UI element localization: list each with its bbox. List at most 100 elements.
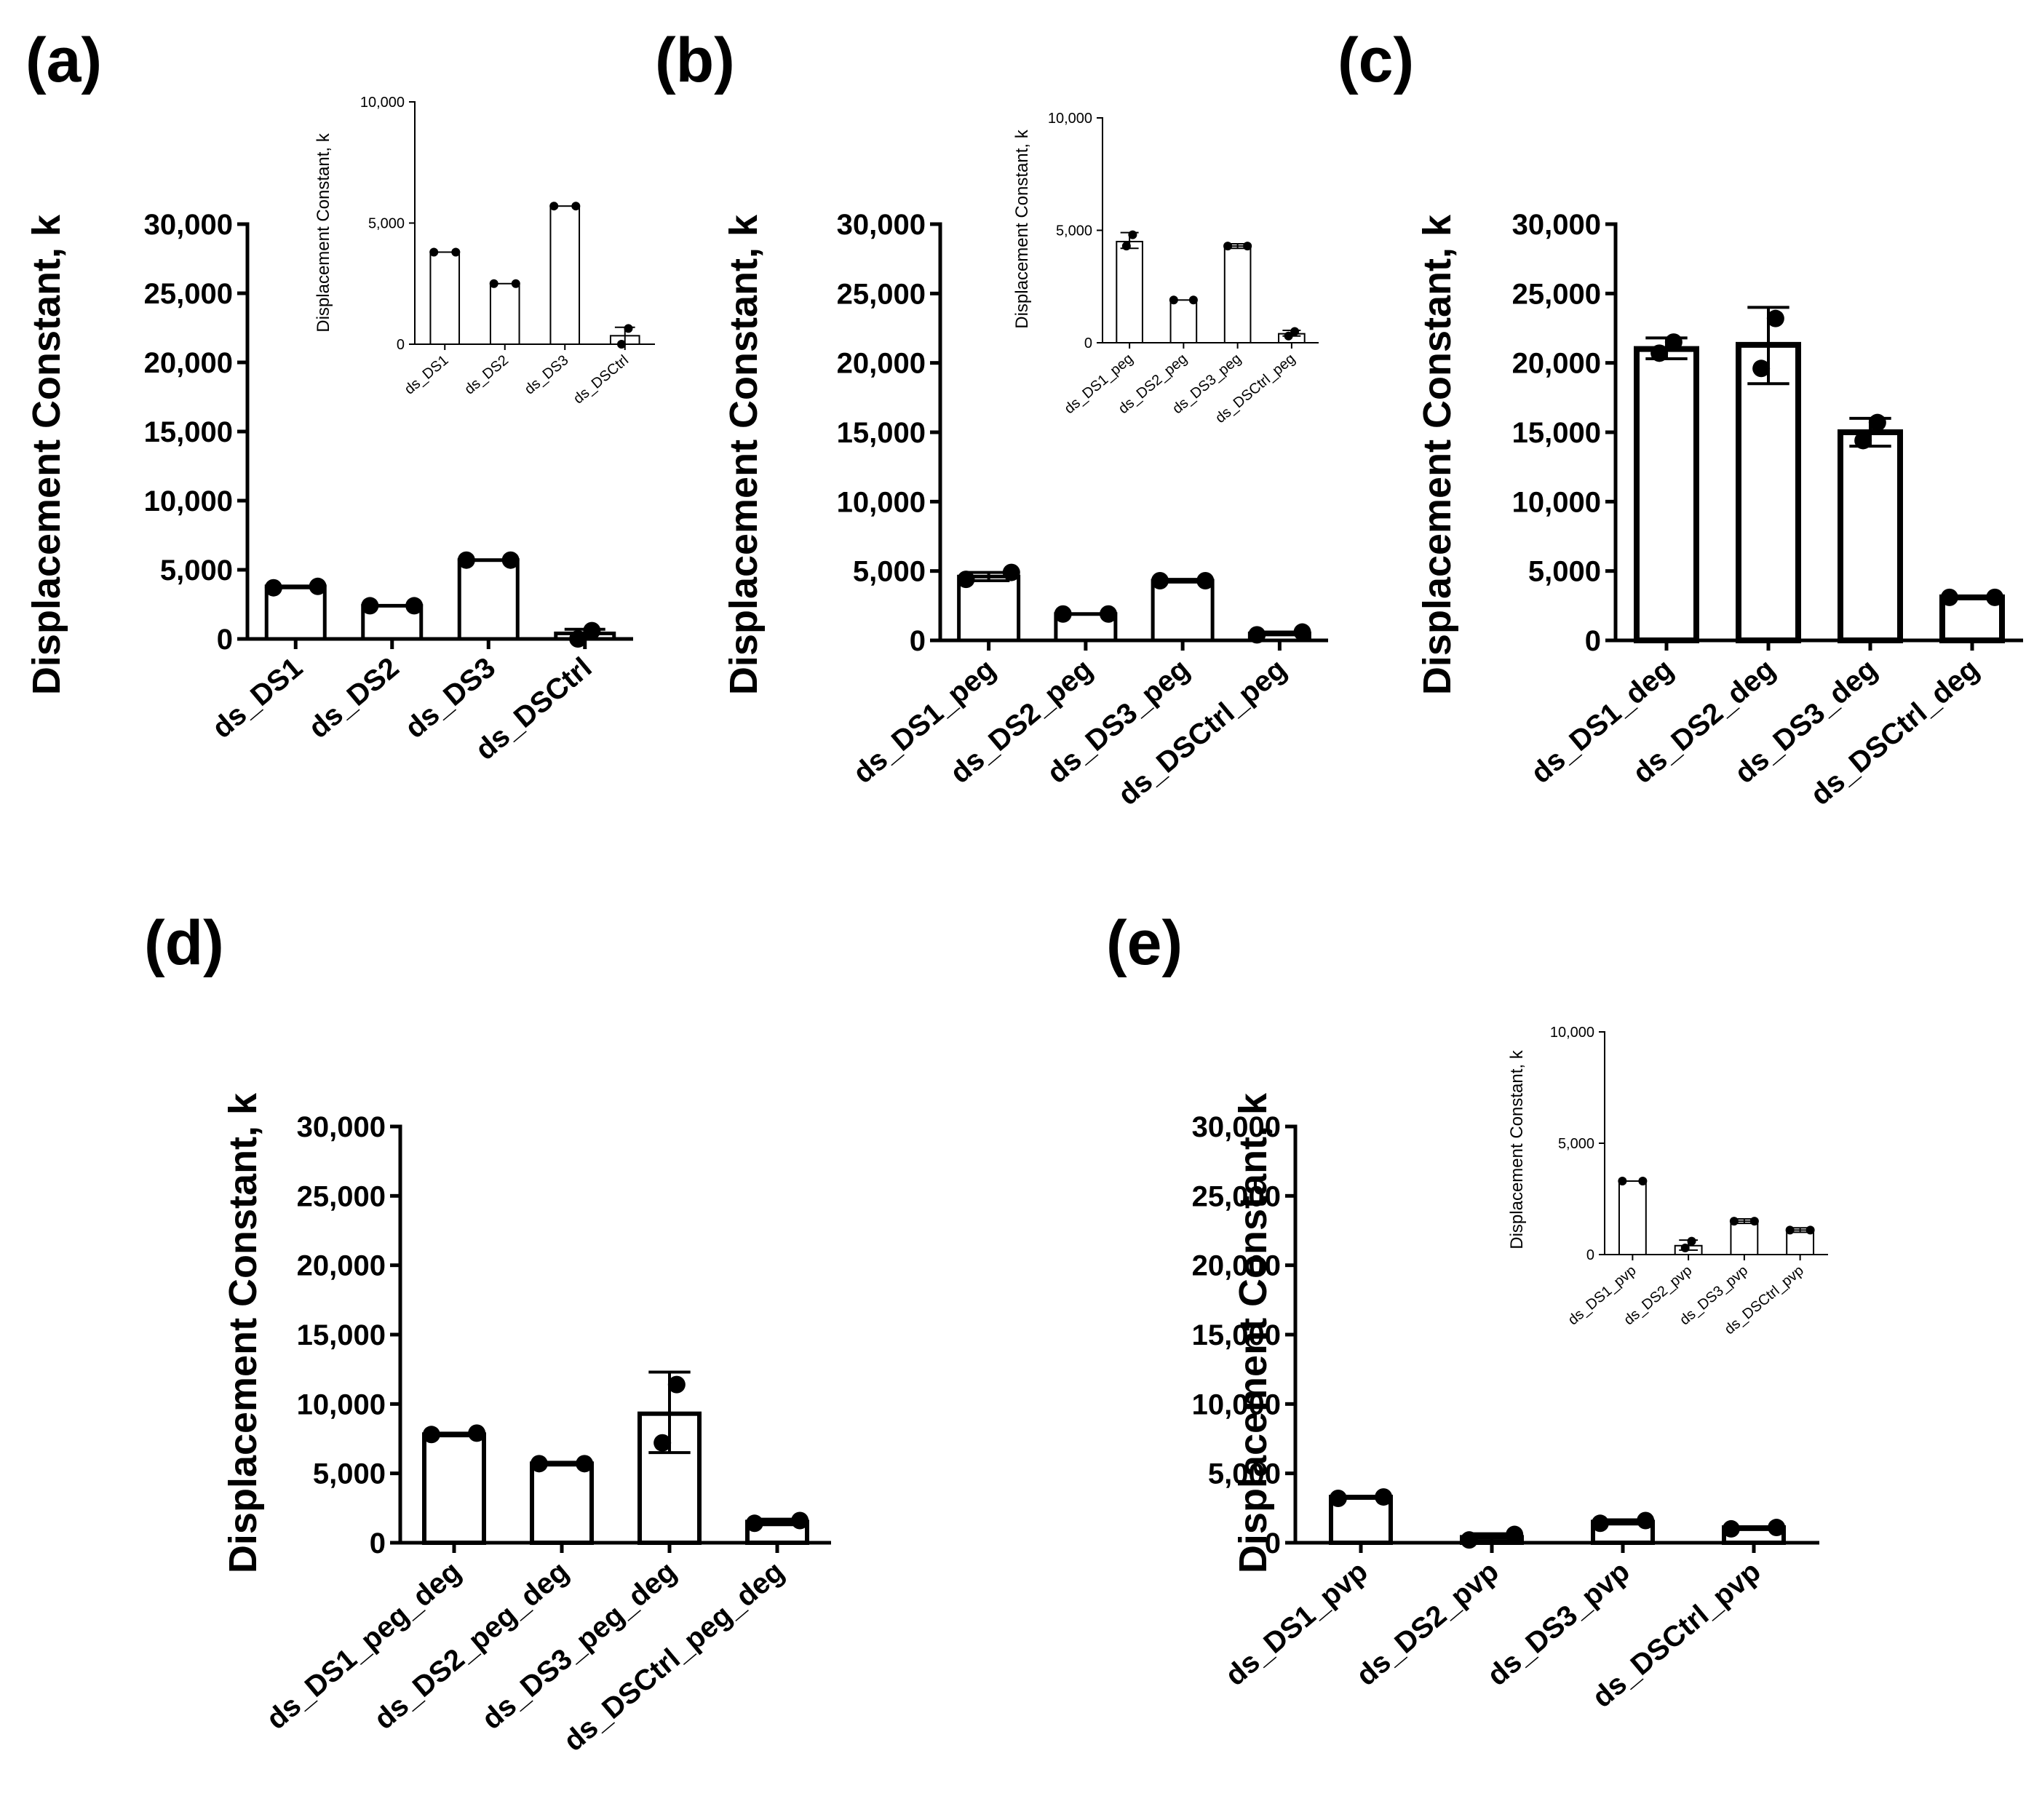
panel-label: (e) (1106, 908, 1183, 978)
data-point (957, 571, 975, 589)
data-point (1785, 1225, 1795, 1235)
y-tick-label: 25,000 (1512, 278, 1601, 310)
data-point (1290, 327, 1300, 336)
panel-label: (a) (25, 25, 102, 95)
data-point (745, 1514, 763, 1533)
panel-b: (b) 0 5,000 10,000 15,000 20,000 25,000 30,000 D… (655, 25, 1328, 811)
y-tick-label: 0 (1084, 335, 1092, 351)
y-tick-label: 5,000 (1528, 556, 1601, 588)
y-tick-label: 30,000 (144, 209, 233, 241)
x-category-label: ds_DSCtrl_deg (1805, 653, 1985, 811)
data-point (1169, 295, 1178, 305)
y-tick-label: 0 (397, 337, 405, 353)
y-axis-label: Displacement Constant, k (1415, 214, 1459, 695)
y-axis-label: Displacement Constant, k (1231, 1092, 1275, 1573)
y-tick-label: 20,000 (144, 347, 233, 379)
data-point (549, 202, 559, 211)
data-point (468, 1424, 486, 1442)
data-point (489, 279, 498, 288)
data-point (1121, 242, 1131, 251)
data-point (1868, 413, 1886, 432)
data-point (1664, 333, 1683, 351)
data-point (429, 247, 439, 257)
bar (1736, 341, 1801, 643)
data-point (1506, 1525, 1524, 1543)
data-point (1243, 242, 1252, 251)
bar (1634, 346, 1699, 643)
panel-d: (d) 0 5,000 10,000 15,000 20,000 25,000 30,000 D… (144, 908, 831, 1757)
data-point (1248, 626, 1266, 644)
y-tick-label: 30,000 (1192, 1111, 1281, 1143)
data-point (1986, 588, 2004, 606)
y-tick-label: 15,000 (297, 1319, 386, 1351)
y-axis-label: Displacement Constant, k (25, 214, 68, 695)
x-category-label: ds_DS1_pvp (1220, 1555, 1374, 1692)
x-category-label: ds_DS1 (206, 651, 309, 744)
data-point (1729, 1217, 1739, 1226)
data-point (1151, 572, 1169, 590)
y-tick-label: 0 (1586, 1247, 1594, 1263)
bar (1838, 429, 1903, 643)
data-point (1329, 1489, 1347, 1507)
y-tick-label: 10,000 (837, 486, 926, 518)
x-category-label: ds_DS2 (461, 352, 512, 398)
data-point (1128, 230, 1137, 239)
data-point (1637, 1511, 1655, 1530)
data-point (569, 630, 587, 648)
y-tick-label: 15,000 (837, 417, 926, 449)
y-axis-label: Displacement Constant, k (314, 132, 333, 332)
y-axis-label: Displacement Constant, k (722, 214, 766, 695)
y-tick-label: 5,000 (1558, 1136, 1594, 1152)
data-point (1002, 563, 1020, 581)
data-point (583, 621, 601, 640)
y-tick-label: 10,000 (1550, 1025, 1594, 1041)
y-tick-label: 25,000 (837, 278, 926, 310)
y-tick-label: 20,000 (297, 1250, 386, 1282)
bar (1730, 1220, 1759, 1255)
y-tick-label: 5,000 (160, 555, 233, 587)
x-category-label: ds_DS2_pvp (1351, 1555, 1505, 1692)
y-tick-label: 25,000 (144, 278, 233, 310)
data-point (1854, 432, 1872, 450)
inset-chart: 0 5,000 10,000 Displacement Constant, k ds_D… (314, 95, 655, 407)
data-point (616, 340, 626, 349)
data-point (1768, 1519, 1786, 1537)
x-category-label: ds_DSCtrl_peg (1112, 653, 1292, 811)
y-tick-label: 10,000 (297, 1388, 386, 1420)
data-point (1749, 1217, 1759, 1226)
y-tick-label: 10,000 (1048, 111, 1092, 127)
data-point (1687, 1236, 1696, 1246)
data-point (1100, 605, 1118, 623)
y-axis-label: Displacement Constant, k (1507, 1049, 1527, 1249)
y-tick-label: 5,000 (1208, 1458, 1281, 1490)
data-point (1618, 1177, 1627, 1186)
x-category-label: ds_DS3 (522, 352, 572, 398)
panel-e: (e)05,00010,00015,00020,00025,00030,000D… (1106, 908, 1828, 1714)
data-point (1680, 1243, 1690, 1252)
data-point (1766, 309, 1784, 327)
data-point (1650, 344, 1669, 362)
y-tick-label: 15,000 (144, 416, 233, 448)
data-point (1188, 295, 1198, 305)
data-point (571, 202, 581, 211)
data-point (653, 1434, 672, 1452)
data-point (264, 579, 282, 597)
y-axis-label: Displacement Constant, k (221, 1092, 265, 1573)
bar (422, 1432, 486, 1546)
y-tick-label: 20,000 (837, 348, 926, 380)
data-point (405, 597, 424, 615)
panel-label: (d) (144, 908, 224, 978)
x-category-label: ds_DS2 (303, 651, 405, 744)
x-category-label: ds_DS1 (402, 352, 452, 398)
y-tick-label: 10,000 (360, 95, 405, 111)
bar (429, 251, 461, 345)
y-tick-label: 30,000 (837, 209, 926, 241)
bar (457, 558, 520, 641)
data-point (1722, 1519, 1740, 1538)
data-point (1591, 1514, 1609, 1533)
y-tick-label: 20,000 (1192, 1250, 1281, 1282)
data-point (361, 597, 379, 615)
y-tick-label: 5,000 (368, 216, 405, 232)
y-tick-label: 0 (370, 1527, 386, 1559)
